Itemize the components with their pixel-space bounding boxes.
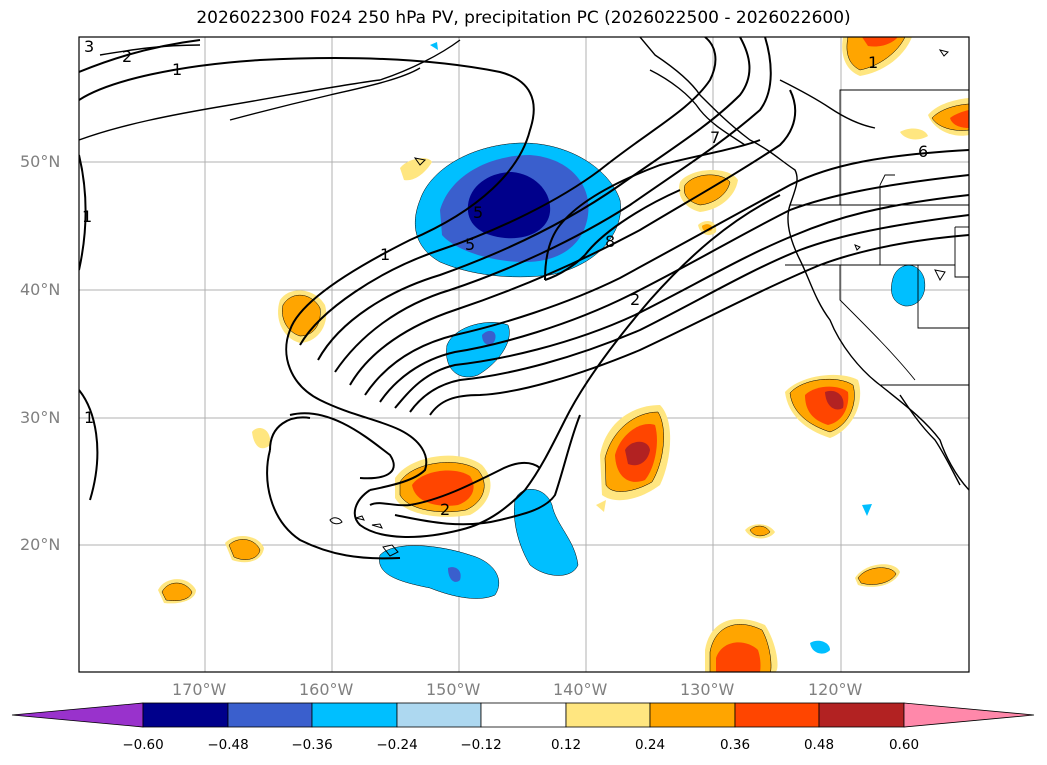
contour-label: 1	[84, 408, 94, 427]
contour-label: 1	[380, 245, 390, 264]
contour-label: 2	[122, 47, 132, 66]
contour-label: 2	[630, 290, 640, 309]
map-area: 3 2 1 1 1 1 5 5 7 6 8 2 2 1	[79, 37, 969, 672]
precip-shading	[158, 37, 969, 672]
lon-label: 150°W	[426, 680, 481, 699]
colorbar-extend-high	[903, 702, 1035, 728]
colorbar-tick-label: −0.36	[291, 737, 333, 753]
colorbar-tick-label: −0.12	[460, 737, 502, 753]
lat-label: 20°N	[20, 535, 61, 554]
contour-label: 6	[918, 142, 928, 161]
map-frame	[78, 36, 970, 673]
contour-label: 5	[473, 203, 483, 222]
contour-label: 2	[440, 500, 450, 519]
colorbar-bin	[227, 702, 313, 728]
state-borders	[785, 89, 969, 386]
lon-label: 170°W	[172, 680, 227, 699]
map-title: 2026022300 F024 250 hPa PV, precipitatio…	[196, 8, 851, 28]
neg-anomaly-strong	[467, 172, 551, 239]
contour-label: 8	[605, 232, 615, 251]
pv-contours	[79, 37, 969, 560]
contour-label: 7	[710, 128, 720, 147]
colorbar-bin	[480, 702, 567, 728]
lon-label: 130°W	[680, 680, 735, 699]
contour-label: 1	[868, 53, 878, 72]
lat-label: 50°N	[20, 152, 61, 171]
colorbar-tick-label: −0.24	[376, 737, 418, 753]
colorbar-tick-label: −0.60	[122, 737, 164, 753]
colorbar-bin	[565, 702, 651, 728]
colorbar-tick-label: 0.48	[803, 737, 835, 753]
colorbar-tick-label: 0.60	[888, 737, 920, 753]
colorbar-bin	[142, 702, 229, 728]
lat-label: 40°N	[20, 280, 61, 299]
lon-label: 140°W	[553, 680, 608, 699]
contour-label: 5	[465, 235, 475, 254]
islands	[329, 49, 949, 557]
contour-label-group: 3 2 1 1 1 1 5 5 7 6 8 2 2 1	[82, 37, 928, 519]
colorbar-tick-label: 0.12	[550, 737, 582, 753]
colorbar	[11, 702, 1035, 728]
contour-label: 1	[172, 60, 182, 79]
contour-label: 1	[82, 207, 92, 226]
colorbar-tick-label: 0.36	[719, 737, 751, 753]
lon-label: 120°W	[808, 680, 863, 699]
colorbar-bin	[649, 702, 736, 728]
graticule	[79, 37, 969, 672]
lon-label: 160°W	[299, 680, 354, 699]
colorbar-tick-label: 0.24	[634, 737, 666, 753]
contour-label: 3	[84, 37, 94, 56]
coastlines	[79, 37, 969, 491]
colorbar-tick-label: −0.48	[207, 737, 249, 753]
colorbar-bin	[818, 702, 905, 728]
colorbar-bin	[311, 702, 398, 728]
lat-label: 30°N	[20, 408, 61, 427]
colorbar-extend-low	[11, 702, 144, 728]
colorbar-bin	[396, 702, 482, 728]
colorbar-bin	[734, 702, 820, 728]
